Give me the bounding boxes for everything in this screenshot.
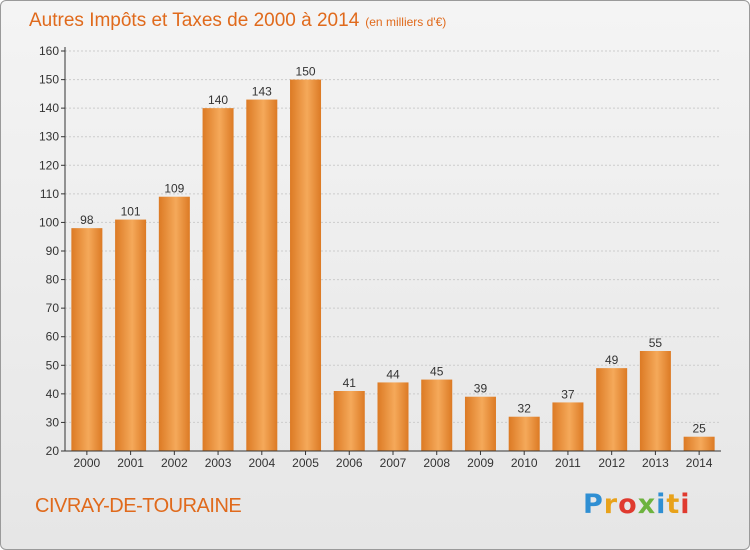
bar-value-label: 109 bbox=[164, 182, 184, 196]
y-tick-label: 80 bbox=[46, 273, 60, 287]
bar-value-label: 39 bbox=[474, 382, 488, 396]
bar-value-label: 143 bbox=[252, 85, 272, 99]
y-tick-label: 130 bbox=[39, 130, 59, 144]
bar-value-label: 55 bbox=[649, 336, 663, 350]
logo-letter: o bbox=[618, 489, 638, 520]
y-tick-label: 90 bbox=[46, 244, 60, 258]
x-tick-label: 2003 bbox=[205, 456, 232, 470]
chart-title: Autres Impôts et Taxes de 2000 à 2014 (en… bbox=[29, 10, 446, 32]
y-tick-label: 160 bbox=[39, 44, 59, 58]
bar bbox=[508, 416, 540, 451]
bar bbox=[596, 368, 628, 451]
y-tick-label: 110 bbox=[40, 187, 59, 201]
bar-value-label: 37 bbox=[561, 387, 575, 401]
bar bbox=[683, 436, 715, 451]
bar bbox=[115, 219, 147, 451]
bar-value-label: 98 bbox=[80, 213, 94, 227]
bar-value-label: 101 bbox=[121, 205, 141, 219]
y-tick-label: 30 bbox=[46, 415, 60, 429]
y-tick-label: 70 bbox=[46, 301, 60, 315]
logo-letter: r bbox=[603, 489, 619, 520]
x-tick-label: 2014 bbox=[686, 456, 713, 470]
bar-value-label: 32 bbox=[518, 402, 532, 416]
x-tick-label: 2006 bbox=[336, 456, 363, 470]
x-tick-label: 2009 bbox=[467, 456, 494, 470]
bar bbox=[158, 196, 190, 451]
labels: 98 2000 101 2001 109 2002 140 2003 143 2004 150 200… bbox=[74, 65, 713, 470]
bar bbox=[421, 379, 453, 451]
y-tick-label: 60 bbox=[46, 330, 60, 344]
bar bbox=[552, 402, 584, 451]
bar-value-label: 44 bbox=[386, 367, 400, 381]
commune-name: CIVRAY-DE-TOURAINE bbox=[35, 495, 242, 517]
y-tick-label: 140 bbox=[39, 101, 59, 115]
title-text: Autres Impôts et Taxes de 2000 à 2014 bbox=[29, 10, 360, 31]
bar-value-label: 150 bbox=[296, 65, 316, 79]
bar bbox=[71, 228, 103, 451]
bar bbox=[333, 391, 365, 451]
logo-letter: t bbox=[666, 489, 681, 520]
bar bbox=[246, 99, 278, 452]
bar-value-label: 25 bbox=[692, 422, 706, 436]
x-tick-label: 2000 bbox=[74, 456, 101, 470]
x-tick-label: 2005 bbox=[292, 456, 319, 470]
logo-letter: i bbox=[656, 489, 667, 520]
logo-letter: P bbox=[583, 489, 604, 520]
x-tick-label: 2007 bbox=[380, 456, 407, 470]
bar-value-label: 41 bbox=[343, 376, 357, 390]
proxiti-logo: Proxiti bbox=[583, 489, 691, 520]
y-tick-label: 50 bbox=[46, 358, 60, 372]
axes: 20 30 40 50 60 70 80 90 100 110 120 130 140 150 160 bbox=[39, 44, 721, 458]
logo-letter: x bbox=[637, 489, 657, 520]
bar bbox=[639, 351, 671, 451]
x-tick-label: 2011 bbox=[555, 456, 581, 470]
y-tick-label: 40 bbox=[46, 387, 60, 401]
unit-label: (en milliers d'€) bbox=[365, 15, 447, 29]
x-tick-label: 2004 bbox=[248, 456, 275, 470]
bar-value-label: 140 bbox=[208, 93, 228, 107]
bar-value-label: 45 bbox=[430, 365, 444, 379]
logo-letter: i bbox=[680, 489, 691, 520]
bar bbox=[377, 382, 409, 451]
x-tick-label: 2013 bbox=[642, 456, 669, 470]
y-tick-label: 150 bbox=[39, 73, 59, 87]
y-tick-label: 100 bbox=[39, 215, 59, 229]
x-tick-label: 2010 bbox=[511, 456, 538, 470]
x-tick-label: 2001 bbox=[117, 456, 144, 470]
y-tick-label: 120 bbox=[39, 158, 59, 172]
bar bbox=[290, 79, 322, 452]
bar bbox=[202, 108, 234, 452]
x-tick-label: 2008 bbox=[423, 456, 450, 470]
x-tick-label: 2012 bbox=[598, 456, 625, 470]
bars bbox=[71, 79, 715, 452]
x-tick-label: 2002 bbox=[161, 456, 188, 470]
bar bbox=[464, 396, 496, 451]
bar-value-label: 49 bbox=[605, 353, 619, 367]
y-tick-label: 20 bbox=[46, 444, 60, 458]
